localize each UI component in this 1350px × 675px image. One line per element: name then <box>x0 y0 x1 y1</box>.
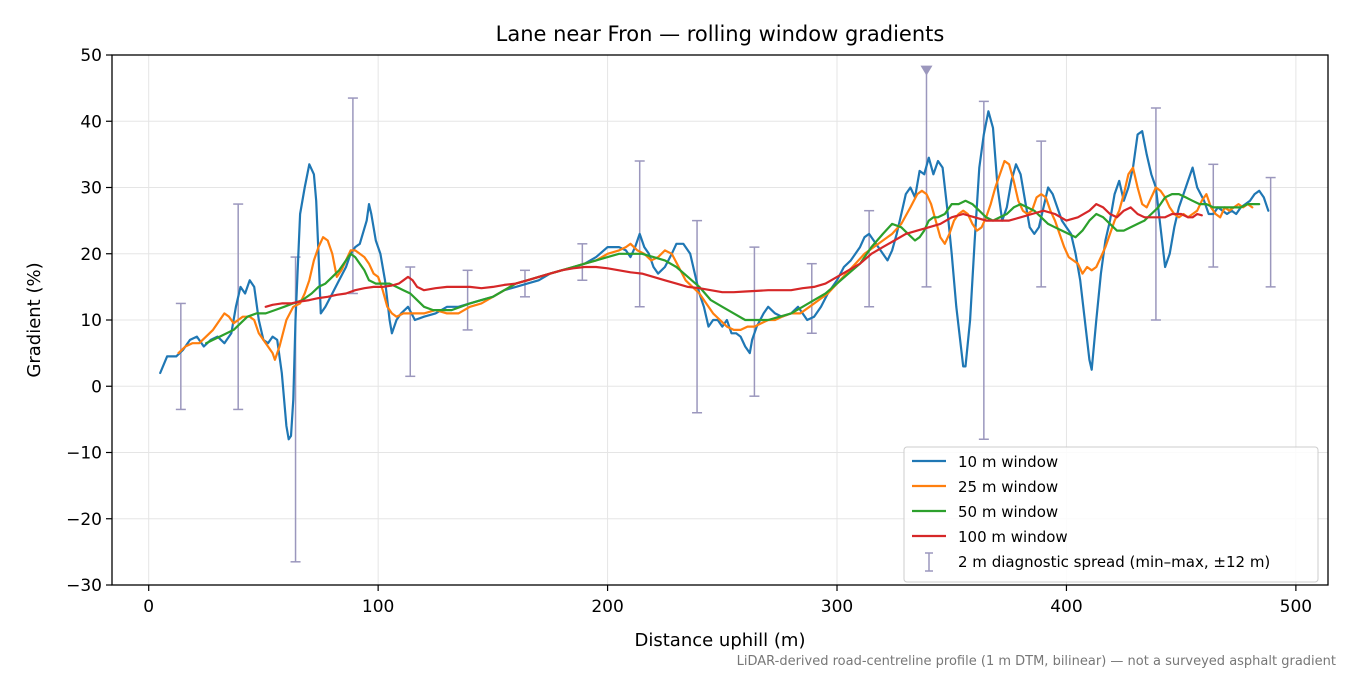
error-bar <box>978 100 989 440</box>
y-tick-label: 40 <box>80 112 102 132</box>
error-bar <box>692 219 703 414</box>
error-bar <box>347 97 358 295</box>
x-tick-label: 0 <box>143 597 154 617</box>
series-line-0 <box>159 110 1270 441</box>
legend-label-error-bar: 2 m diagnostic spread (min–max, ±12 m) <box>958 553 1270 571</box>
error-bar <box>577 243 588 281</box>
axis-ticks: 0 100 200 300 400 500 −30 −20 −10 0 10 20 30 40 50 <box>66 46 1312 617</box>
x-axis-label: Distance uphill (m) <box>635 630 806 651</box>
source-note: LiDAR-derived road-centreline profile (1… <box>737 654 1336 669</box>
x-tick-label: 100 <box>362 597 394 617</box>
y-tick-label: −10 <box>66 444 102 464</box>
y-tick-label: −30 <box>66 576 102 596</box>
error-bar <box>1150 107 1161 321</box>
x-tick-label: 400 <box>1050 597 1082 617</box>
error-bar <box>806 262 817 334</box>
legend-label-25m: 25 m window <box>958 478 1058 496</box>
error-bar <box>175 302 186 411</box>
legend-label-10m: 10 m window <box>958 453 1058 471</box>
y-tick-label: 20 <box>80 245 102 265</box>
y-tick-label: 30 <box>80 179 102 199</box>
error-bar <box>1208 163 1219 268</box>
error-bar <box>462 269 473 331</box>
x-tick-label: 300 <box>821 597 853 617</box>
error-bar <box>749 246 760 397</box>
x-tick-label: 500 <box>1280 597 1312 617</box>
y-tick-label: 10 <box>80 311 102 331</box>
error-bar <box>864 209 875 308</box>
legend-box <box>903 446 1319 583</box>
legend-swatch-error-bar <box>925 552 933 572</box>
error-bar <box>233 203 244 411</box>
error-bar <box>920 65 933 288</box>
y-tick-label: 50 <box>80 46 102 66</box>
error-bar <box>1265 176 1276 288</box>
series-lines <box>159 110 1270 441</box>
y-tick-label: −20 <box>66 510 102 530</box>
chart-title: Lane near Fron — rolling window gradient… <box>496 22 945 46</box>
x-tick-label: 200 <box>591 597 623 617</box>
series-line-3 <box>264 203 1203 308</box>
legend-label-100m: 100 m window <box>958 528 1068 546</box>
y-axis-label: Gradient (%) <box>24 262 45 377</box>
y-tick-label: 0 <box>91 377 102 397</box>
series-line-2 <box>205 193 1261 345</box>
legend: 10 m window 25 m window 50 m window 100 … <box>903 446 1319 583</box>
error-bar <box>405 266 416 378</box>
legend-label-50m: 50 m window <box>958 503 1058 521</box>
series-line-1 <box>177 159 1254 361</box>
